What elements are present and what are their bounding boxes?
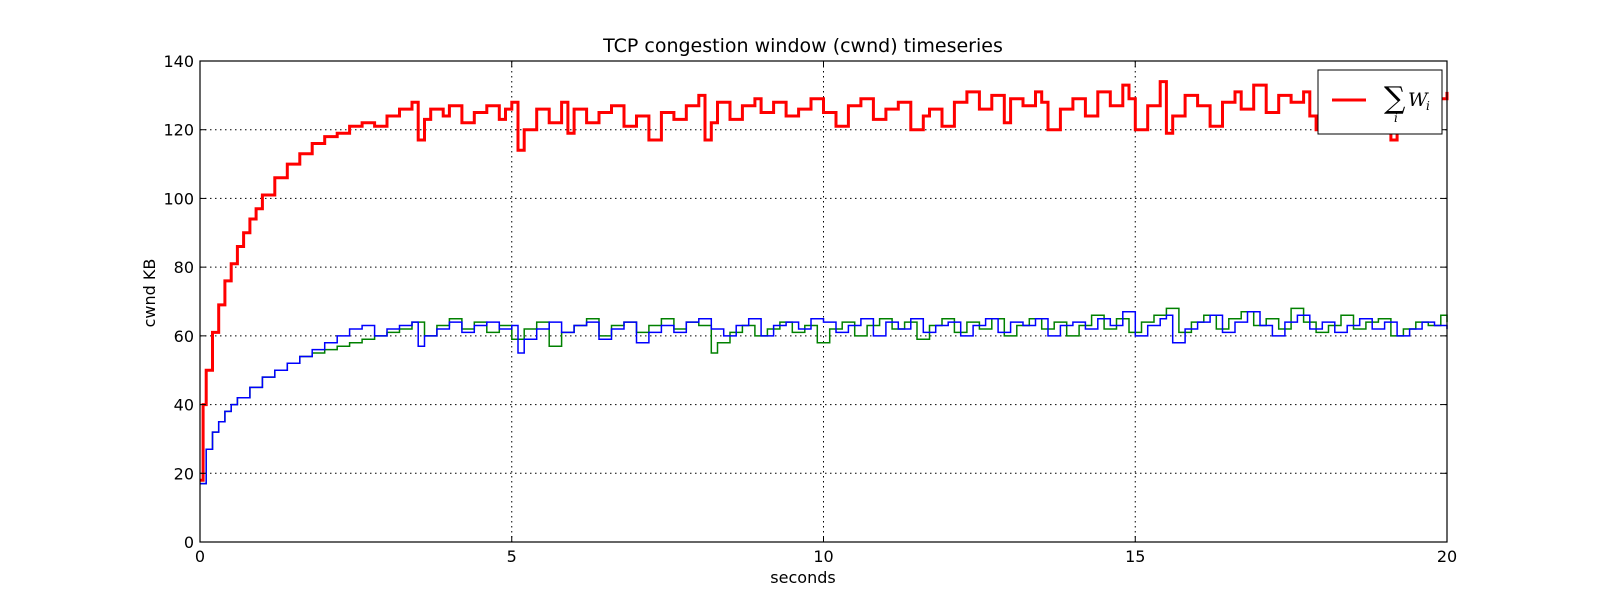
y-tick-label: 140 [163, 52, 194, 71]
x-tick-label: 0 [195, 547, 205, 566]
x-tick-label: 20 [1437, 547, 1457, 566]
y-tick-label: 20 [174, 464, 194, 483]
legend-sum-index: i [1394, 111, 1398, 125]
x-tick-label: 5 [507, 547, 517, 566]
plot-series [200, 80, 1449, 485]
legend-variable-index: i [1426, 99, 1430, 113]
y-tick-label: 100 [163, 189, 194, 208]
y-tick-label: 40 [174, 396, 194, 415]
series-line-flow1 [200, 311, 1448, 485]
legend-variable: W [1408, 89, 1429, 111]
y-axis-label: cwnd KB [140, 259, 159, 328]
chart-title: TCP congestion window (cwnd) timeseries [602, 35, 1003, 57]
axis-ticks: 0 5 10 15 20 0 20 40 60 80 100 120 140 [163, 52, 1457, 566]
legend: ∑iWi [1317, 69, 1443, 135]
y-tick-label: 120 [163, 121, 194, 140]
y-tick-label: 80 [174, 258, 194, 277]
plot-frame [199, 60, 1448, 543]
y-tick-label: 60 [174, 327, 194, 346]
legend-box [1317, 69, 1443, 135]
y-tick-label: 0 [184, 533, 194, 552]
x-axis-label: seconds [770, 568, 835, 587]
x-tick-label: 10 [813, 547, 833, 566]
series-line-sum [200, 80, 1449, 482]
x-tick-label: 15 [1125, 547, 1145, 566]
grid-lines [200, 61, 1447, 542]
legend-sum-symbol: ∑ [1384, 81, 1406, 116]
